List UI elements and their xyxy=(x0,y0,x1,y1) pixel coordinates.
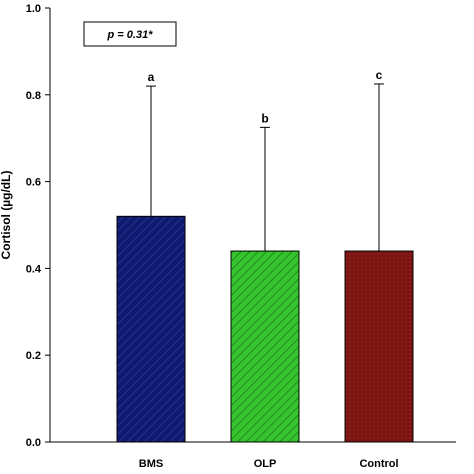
y-tick-label: 0.4 xyxy=(26,263,42,275)
y-tick-label: 0.6 xyxy=(26,177,41,189)
x-tick-label-bms: BMS xyxy=(139,458,163,470)
bar-olp xyxy=(230,250,300,443)
y-tick-label: 1.0 xyxy=(26,3,41,15)
y-tick-label: 0.0 xyxy=(26,437,41,449)
bars xyxy=(116,215,414,443)
y-tick-label: 0.2 xyxy=(26,350,41,362)
x-axis-category-labels: BMS OLP Control xyxy=(139,458,399,470)
significance-label-olp: b xyxy=(261,111,268,125)
p-value-box xyxy=(83,21,177,47)
significance-labels: a b c xyxy=(148,68,383,125)
bar-bms xyxy=(116,215,186,443)
x-tick-label-control: Control xyxy=(359,458,398,470)
p-value-annotation: p = 0.31* xyxy=(83,21,177,47)
p-value-text: p = 0.31* xyxy=(107,29,154,41)
significance-label-control: c xyxy=(376,68,383,82)
x-tick-label-olp: OLP xyxy=(254,458,277,470)
error-bars xyxy=(146,83,384,252)
significance-label-bms: a xyxy=(148,70,155,84)
y-axis-title: Cortisol (µg/dL) xyxy=(0,171,13,260)
y-axis-ticks: 0.0 0.2 0.4 0.6 0.8 1.0 xyxy=(26,3,50,449)
y-axis-title-group: Cortisol (µg/dL) xyxy=(0,171,13,260)
y-tick-label: 0.8 xyxy=(26,90,41,102)
bar-control xyxy=(344,250,414,443)
